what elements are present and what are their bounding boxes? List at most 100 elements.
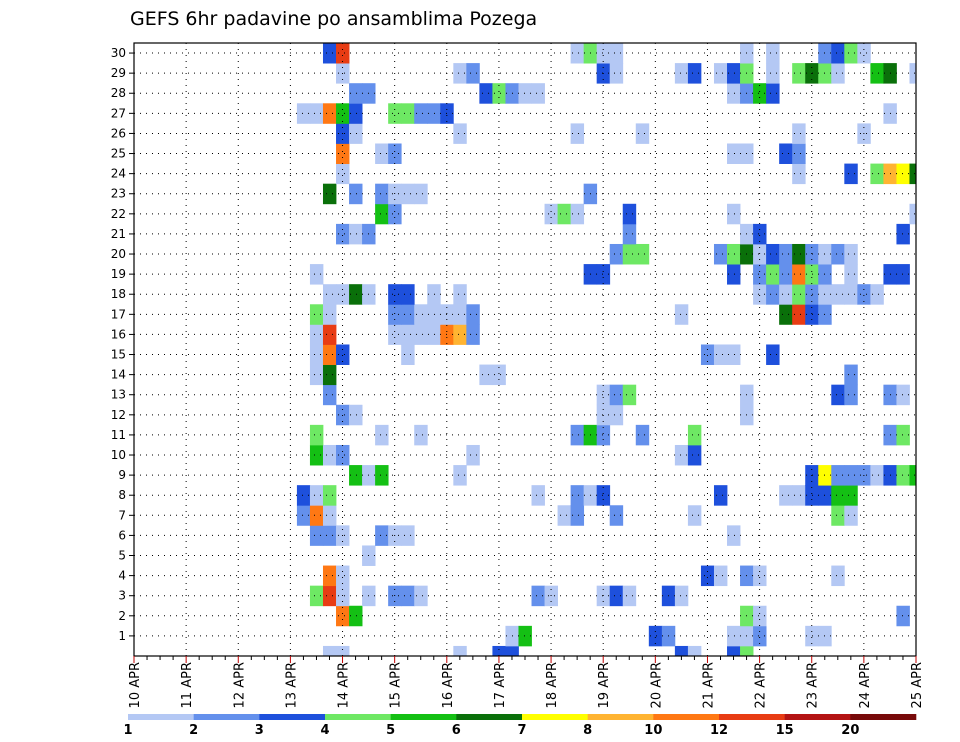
heatmap-cell bbox=[309, 485, 324, 506]
heatmap-cell bbox=[674, 63, 689, 84]
heatmap-cell bbox=[700, 565, 715, 587]
heatmap-cell bbox=[401, 304, 415, 325]
heatmap-cell bbox=[401, 183, 415, 205]
heatmap-cell bbox=[609, 43, 624, 64]
heatmap-cell bbox=[766, 83, 780, 104]
heatmap-cell bbox=[466, 304, 480, 325]
heatmap-cell bbox=[309, 344, 324, 365]
heatmap-cell bbox=[309, 424, 324, 446]
heatmap-cell bbox=[570, 43, 585, 64]
heatmap-cell bbox=[336, 43, 350, 64]
heatmap-cell bbox=[322, 43, 337, 64]
x-tick-label: 22 APR bbox=[754, 662, 769, 708]
heatmap-cell bbox=[531, 485, 545, 506]
heatmap-cell bbox=[322, 304, 337, 325]
x-tick-label: 24 APR bbox=[858, 662, 873, 708]
colorbar-tick-label: 2 bbox=[189, 723, 198, 738]
y-tick-label: 24 bbox=[111, 167, 126, 181]
y-tick-label: 17 bbox=[111, 307, 126, 321]
y-tick-label: 16 bbox=[111, 327, 126, 341]
heatmap-cell bbox=[909, 465, 917, 486]
heatmap-cell bbox=[831, 505, 845, 526]
heatmap-cell bbox=[753, 264, 767, 285]
heatmap-cell bbox=[401, 284, 415, 305]
heatmap-cell bbox=[336, 645, 350, 657]
y-tick-label: 19 bbox=[111, 267, 126, 281]
heatmap-cell bbox=[727, 645, 741, 657]
heatmap-cell bbox=[401, 525, 415, 546]
x-tick-label: 11 APR bbox=[180, 662, 195, 708]
heatmap-cell bbox=[792, 63, 806, 84]
x-tick-label: 19 APR bbox=[597, 662, 612, 708]
colorbar-segment bbox=[193, 714, 260, 720]
colorbar-tick-label: 4 bbox=[320, 723, 329, 738]
heatmap-cell bbox=[831, 565, 845, 587]
heatmap-cell bbox=[309, 103, 324, 124]
x-tick-label: 16 APR bbox=[441, 662, 456, 708]
heatmap-cell bbox=[766, 63, 780, 84]
heatmap-cell bbox=[896, 223, 910, 245]
heatmap-cell bbox=[896, 424, 910, 446]
heatmap-cell bbox=[727, 203, 741, 225]
heatmap-cell bbox=[322, 384, 337, 406]
y-tick-label: 3 bbox=[118, 589, 126, 603]
heatmap-cell bbox=[492, 645, 506, 657]
heatmap-cell bbox=[779, 284, 793, 305]
heatmap-cell bbox=[309, 324, 324, 345]
heatmap-cell bbox=[336, 143, 350, 164]
heatmap-cell bbox=[375, 424, 389, 446]
heatmap-cell bbox=[322, 565, 337, 587]
heatmap-cell bbox=[296, 103, 311, 124]
heatmap-cell bbox=[857, 43, 871, 64]
y-tick-label: 23 bbox=[111, 187, 126, 201]
heatmap-cell bbox=[296, 485, 311, 506]
heatmap-cell bbox=[570, 424, 585, 446]
heatmap-cell bbox=[596, 384, 611, 406]
x-tick-label: 18 APR bbox=[545, 662, 560, 708]
x-tick-label: 15 APR bbox=[389, 662, 404, 708]
heatmap-cell bbox=[727, 264, 741, 285]
heatmap-cell bbox=[322, 103, 337, 124]
heatmap-cell bbox=[492, 364, 506, 386]
heatmap-cell bbox=[792, 284, 806, 305]
heatmap-cell bbox=[635, 123, 650, 144]
heatmap-cell bbox=[870, 284, 884, 305]
colorbar: 1 2 3 4 5 6 7 8 10 12 15 20 bbox=[123, 714, 917, 738]
heatmap-cell bbox=[687, 505, 702, 526]
heatmap-cell bbox=[570, 505, 585, 526]
heatmap-cell bbox=[740, 645, 754, 657]
heatmap-cell bbox=[896, 465, 910, 486]
heatmap-cell bbox=[727, 143, 741, 164]
colorbar-tick-label: 8 bbox=[583, 723, 592, 738]
y-tick-label: 1 bbox=[118, 629, 126, 643]
heatmap-cell bbox=[779, 304, 793, 325]
heatmap-cell bbox=[375, 465, 389, 486]
heatmap-cell bbox=[453, 284, 467, 305]
x-tick-label: 12 APR bbox=[232, 662, 247, 708]
heatmap-cell bbox=[844, 505, 858, 526]
heatmap-cell bbox=[831, 465, 845, 486]
heatmap-cell bbox=[531, 83, 545, 104]
heatmap-cell bbox=[596, 43, 611, 64]
heatmap-cell bbox=[844, 264, 858, 285]
heatmap-cell bbox=[622, 384, 637, 406]
heatmap-cell bbox=[727, 243, 741, 265]
colorbar-segment bbox=[653, 714, 720, 720]
heatmap-cell bbox=[831, 63, 845, 84]
heatmap-cell bbox=[453, 304, 467, 325]
heatmap-cell bbox=[687, 444, 702, 466]
heatmap-cell bbox=[727, 344, 741, 365]
heatmap-cell bbox=[805, 304, 819, 325]
y-tick-label: 26 bbox=[111, 126, 126, 140]
heatmap-cell bbox=[635, 243, 650, 265]
heatmap-cell bbox=[322, 444, 337, 466]
heatmap-cell bbox=[466, 444, 480, 466]
heatmap-cells bbox=[296, 43, 917, 657]
heatmap-cell bbox=[909, 63, 917, 84]
colorbar-segment bbox=[784, 714, 851, 720]
y-tick-label: 27 bbox=[111, 106, 126, 120]
heatmap-cell bbox=[453, 123, 467, 144]
x-tick-label: 23 APR bbox=[806, 662, 821, 708]
heatmap-cell bbox=[453, 324, 467, 345]
heatmap-cell bbox=[713, 63, 728, 84]
